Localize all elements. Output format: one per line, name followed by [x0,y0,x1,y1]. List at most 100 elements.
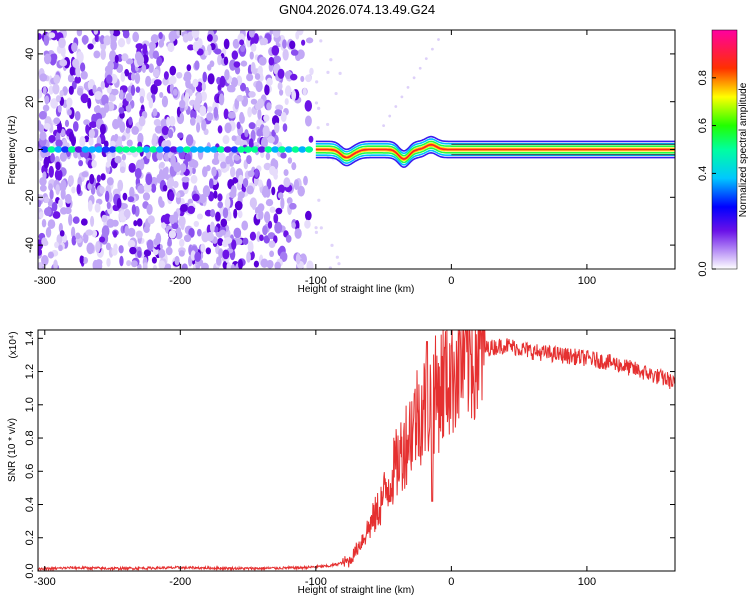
heatmap-noise-blob [246,251,251,263]
heatmap-noise-blob [257,179,263,188]
snr-y-tick-label: 1.0 [24,397,36,412]
heatmap-noise-blob [207,73,215,85]
heatmap-noise-blob [38,120,42,131]
heatmap-noise-blob [265,198,274,207]
heatmap-noise-blob [111,88,119,96]
heatmap-noise-blob [279,89,284,96]
heatmap-signal-blob [61,146,70,153]
heatmap-noise-blob [286,197,293,205]
heatmap-noise-blob [76,184,81,195]
heatmap-signal-blob [142,146,151,153]
heatmap-noise-blob [121,135,126,142]
heatmap-noise-blob [106,218,115,228]
heatmap-noise-blob [161,125,169,136]
heatmap-noise-blob [93,105,101,113]
heatmap-noise-blob [305,74,312,83]
heatmap-noise-blob [239,39,245,46]
heatmap-noise-blob [61,128,66,137]
snr-y-tick-label: 0.2 [24,530,36,545]
heatmap-noise-blob [152,133,158,145]
heatmap-noise-blob [48,165,54,178]
heatmap-noise-blob [232,177,238,184]
heatmap-noise-blob [254,73,261,80]
heatmap-noise-blob [250,62,256,74]
heatmap-noise-blob [271,186,276,196]
heatmap-noise-blob [126,260,132,267]
heatmap-noise-blob [233,154,241,161]
heatmap-noise-blob [206,112,214,121]
heatmap-noise-blob [43,156,50,169]
heatmap-noise-blob [255,102,262,111]
heatmap-signal-blob [108,146,117,153]
heatmap-noise-blob [201,82,206,92]
heatmap-noise-blob [43,207,52,216]
heatmap-noise-blob [240,45,246,53]
heatmap-noise-blob [173,211,179,223]
snr-y-tick-label: 0.8 [24,430,36,445]
heatmap-noise-blob [143,225,150,234]
heatmap-noise-blob [240,60,248,67]
heatmap-noise-blob [267,136,275,144]
heatmap-noise-blob [224,197,231,209]
heatmap-noise-blob [133,220,138,227]
heatmap-noise-blob [101,94,109,106]
heatmap-noise-blob [167,237,172,247]
heatmap-noise-blob [174,255,180,266]
heatmap-noise-blob [93,50,101,59]
heatmap-x-label: Height of straight line (km) [298,284,415,295]
heatmap-noise-blob [289,202,297,210]
heatmap-noise-blob [179,112,185,124]
heatmap-noise-blob [58,198,63,208]
heatmap-noise-blob [291,222,296,229]
heatmap-noise-blob [114,54,119,64]
heatmap-noise-blob [105,242,111,251]
heatmap-noise-blob [165,246,173,256]
heatmap-noise-blob [138,115,146,127]
heatmap-noise-blob [41,219,47,228]
heatmap-noise-blob [137,250,142,259]
heatmap-noise-blob [122,30,130,39]
heatmap-noise-blob [99,236,106,243]
heatmap-noise-blob [52,83,60,95]
heatmap-noise-blob [72,121,79,132]
heatmap-noise-blob [202,185,211,198]
heatmap-noise-blob [131,126,139,135]
heatmap-noise-blob [39,184,47,192]
heatmap-noise-blob [277,192,284,199]
heatmap-noise-blob [185,134,194,146]
heatmap-noise-blob [118,245,124,254]
heatmap-noise-blob [328,266,332,269]
heatmap-noise-blob [139,158,145,170]
heatmap-noise-blob [224,122,232,134]
heatmap-noise-blob [172,88,178,96]
heatmap-signal-core [315,143,675,161]
heatmap-noise-blob [220,161,227,169]
heatmap-noise-blob [145,173,153,186]
heatmap-signal-blob [284,146,293,153]
heatmap-noise-blob [103,35,112,46]
heatmap-noise-blob [116,197,122,209]
heatmap-noise-blob [44,95,50,105]
heatmap-noise-blob [269,165,276,176]
heatmap-noise-blob [193,220,200,228]
heatmap-noise-blob [308,135,314,143]
heatmap-noise-blob [127,239,136,248]
heatmap-noise-blob [284,98,289,105]
snr-y-label: SNR (10 * v/v) [7,418,18,482]
heatmap-noise-blob [277,184,286,194]
heatmap-signal-blob [40,146,49,153]
heatmap-noise-blob [208,178,214,189]
heatmap-noise-blob [297,185,305,197]
heatmap-noise-blob [38,211,44,219]
heatmap-noise-blob [107,60,115,71]
heatmap-noise-blob [53,117,61,125]
heatmap-noise-blob [80,218,88,226]
heatmap-y-label: Frequency (Hz) [7,116,18,185]
heatmap-noise-blob [38,33,42,40]
heatmap-noise-blob [201,231,209,243]
heatmap-noise-blob [119,166,126,174]
heatmap-noise-blob [161,95,169,108]
heatmap-noise-blob [424,57,428,61]
heatmap-noise-blob [59,230,65,237]
heatmap-noise-blob [217,193,223,202]
